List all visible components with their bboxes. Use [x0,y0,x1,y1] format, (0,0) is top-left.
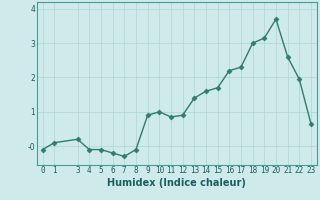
X-axis label: Humidex (Indice chaleur): Humidex (Indice chaleur) [108,178,246,188]
